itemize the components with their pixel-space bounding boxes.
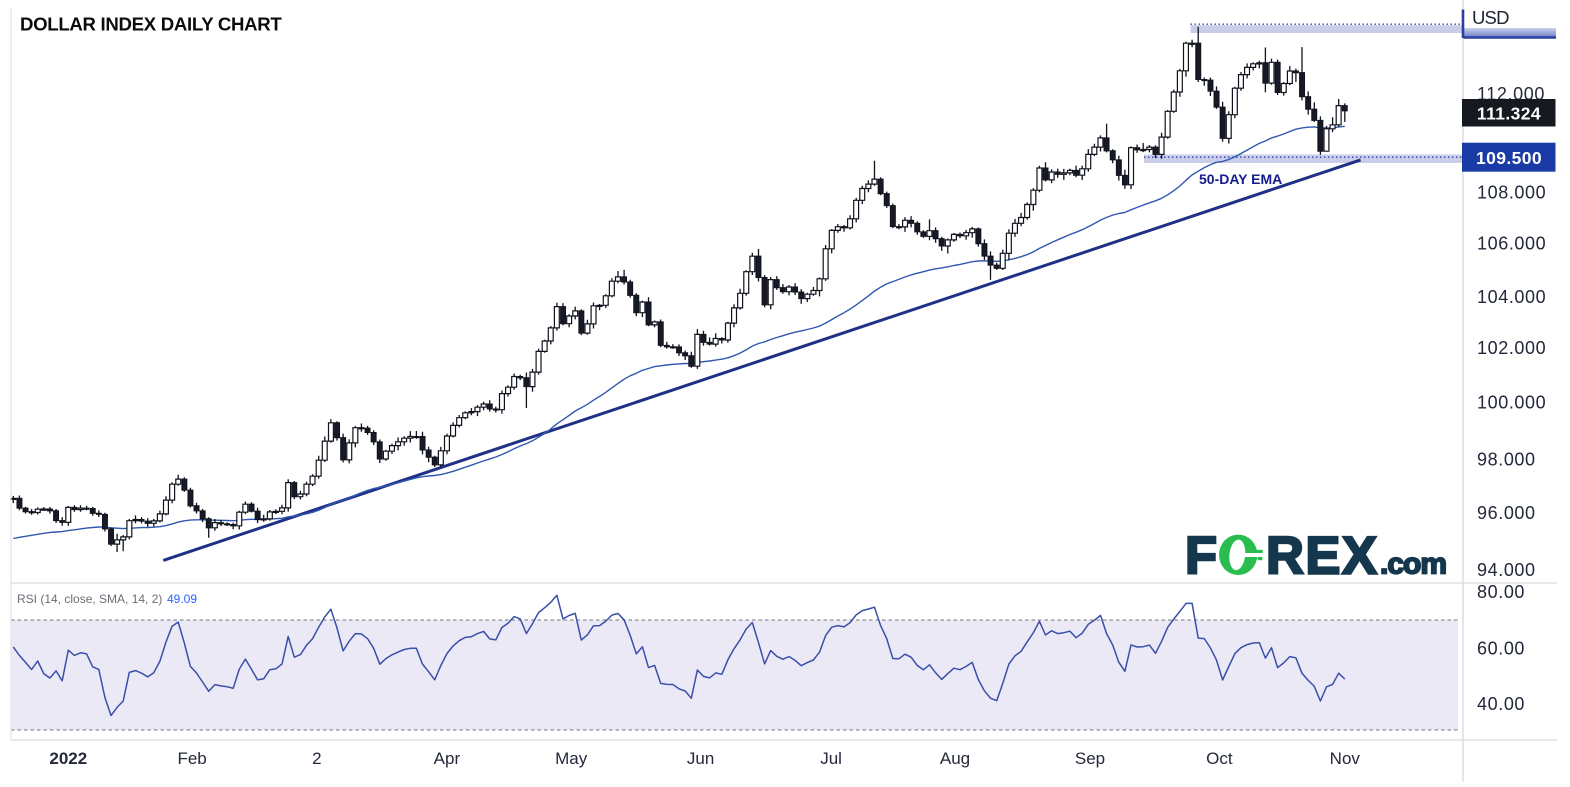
- svg-text:98.000: 98.000: [1477, 450, 1536, 470]
- svg-text:Jul: Jul: [820, 749, 842, 768]
- svg-text:Nov: Nov: [1330, 749, 1361, 768]
- svg-text:60.00: 60.00: [1477, 639, 1525, 659]
- svg-text:Feb: Feb: [177, 749, 206, 768]
- svg-text:Oct: Oct: [1206, 749, 1233, 768]
- svg-text:2: 2: [312, 749, 321, 768]
- svg-text:2022: 2022: [49, 749, 87, 768]
- svg-text:May: May: [555, 749, 588, 768]
- svg-text:80.00: 80.00: [1477, 582, 1525, 602]
- svg-text:50-DAY EMA: 50-DAY EMA: [1199, 171, 1282, 187]
- svg-text:Apr: Apr: [434, 749, 461, 768]
- svg-text:REX: REX: [1266, 527, 1377, 586]
- svg-text:49.09: 49.09: [167, 592, 197, 606]
- svg-text:USD: USD: [1472, 7, 1509, 28]
- svg-text:100.000: 100.000: [1477, 393, 1546, 413]
- svg-text:111.324: 111.324: [1477, 104, 1541, 124]
- svg-text:RSI (14, close, SMA, 14, 2): RSI (14, close, SMA, 14, 2): [17, 592, 162, 606]
- svg-text:102.000: 102.000: [1477, 338, 1546, 358]
- svg-text:94.000: 94.000: [1477, 560, 1536, 580]
- svg-text:104.000: 104.000: [1477, 287, 1546, 307]
- svg-text:F: F: [1185, 527, 1217, 586]
- svg-text:106.000: 106.000: [1477, 233, 1546, 253]
- svg-text:40.00: 40.00: [1477, 694, 1525, 714]
- svg-text:96.000: 96.000: [1477, 503, 1536, 523]
- svg-text:DOLLAR INDEX DAILY CHART: DOLLAR INDEX DAILY CHART: [20, 14, 282, 35]
- svg-text:109.500: 109.500: [1476, 148, 1542, 168]
- svg-text:108.000: 108.000: [1477, 183, 1546, 203]
- svg-text:Jun: Jun: [687, 749, 714, 768]
- svg-text:Aug: Aug: [940, 749, 970, 768]
- svg-text:Sep: Sep: [1075, 749, 1105, 768]
- svg-text:.com: .com: [1380, 548, 1447, 581]
